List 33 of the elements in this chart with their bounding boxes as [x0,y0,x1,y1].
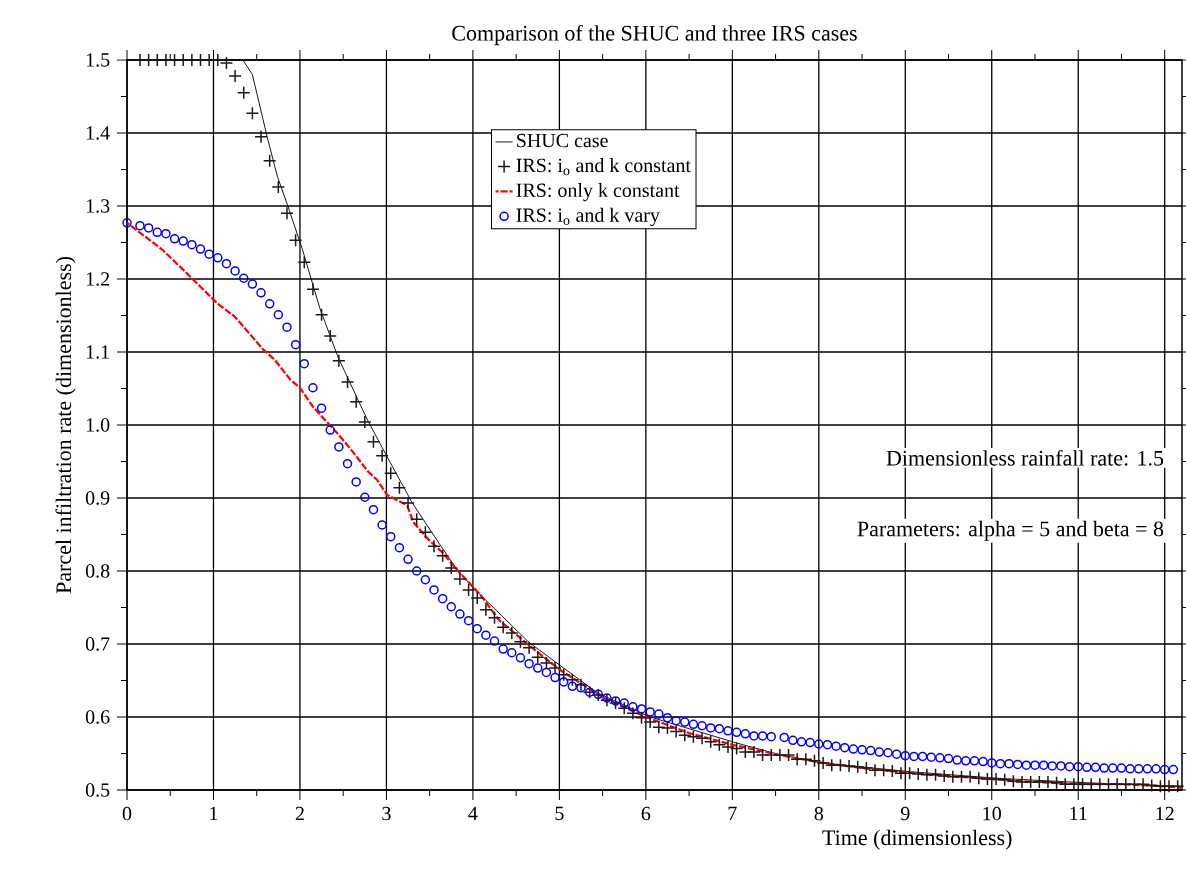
x-tick-label: 1 [210,806,218,821]
y-tick-label: 0.6 [85,710,110,724]
x-tick-label: 6 [641,806,651,821]
annotation: Parameters: alpha = 5 and beta = 8 [857,520,1164,541]
y-tick-label: 0.7 [85,637,110,651]
annotation: Dimensionless rainfall rate: 1.5 [886,449,1164,466]
y-tick-label: 0.9 [85,491,110,505]
y-tick-label: 0.8 [85,564,110,578]
x-tick-label: 3 [382,806,391,821]
chart-title: Comparison of the SHUC and three IRS cases [452,24,857,46]
y-tick-label: 1.1 [86,345,109,359]
legend-label: IRS: i$_{o}$ and k vary [516,207,660,227]
x-axis-title: Time (dimensionless) [822,829,1012,850]
y-tick-label: 1.2 [86,272,110,286]
x-tick-label: 8 [814,806,824,821]
y-tick-label: 1.4 [86,126,110,140]
legend-label: IRS: i$_{o}$ and k constant [516,158,691,176]
y-tick-label: 0.5 [85,783,110,797]
y-tick-label: 1.5 [86,53,110,67]
x-tick-label: 12 [1156,806,1174,821]
legend-label: IRS: only k constant [516,182,680,202]
x-tick-label: 11 [1070,806,1087,821]
x-tick-label: 7 [728,806,737,820]
x-tick-label: 4 [468,806,478,821]
y-axis-title: Parcel infiltration rate (dimensionless) [55,257,76,594]
x-tick-label: 9 [900,806,910,821]
y-tick-label: 1.3 [86,199,110,213]
x-tick-label: 0 [122,806,132,821]
legend-label: SHUC case [517,133,608,148]
x-tick-label: 2 [295,806,304,821]
x-tick-label: 10 [983,806,1001,821]
y-tick-label: 1.0 [86,418,110,432]
x-tick-label: 5 [555,806,564,821]
